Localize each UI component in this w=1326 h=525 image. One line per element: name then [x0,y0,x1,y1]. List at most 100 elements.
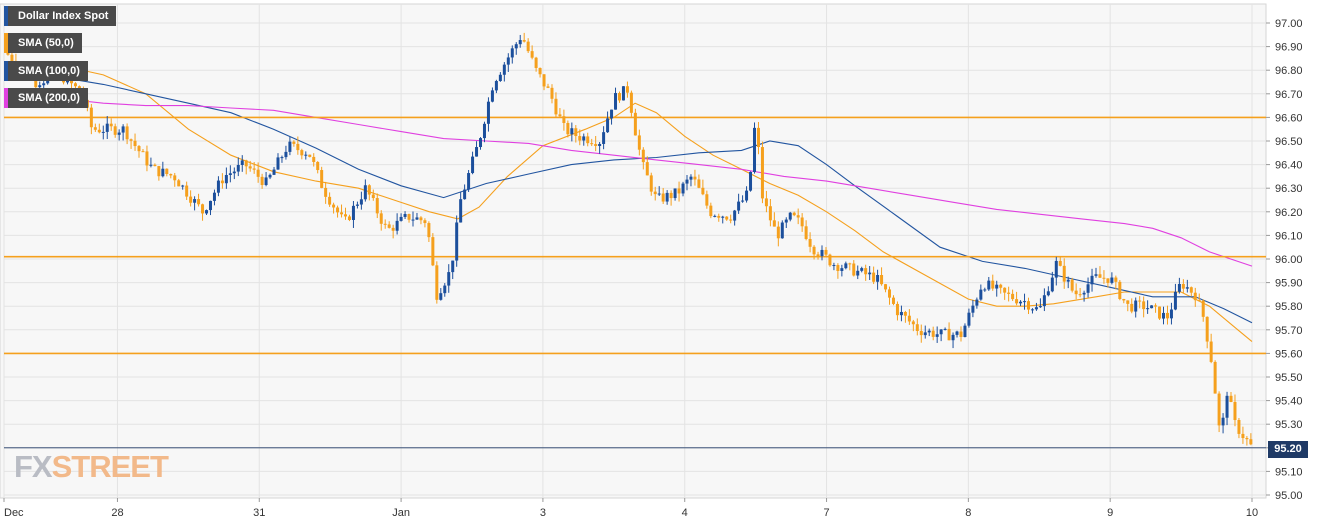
candle-body [276,157,280,170]
candle-body [347,216,351,220]
candle-body [1154,305,1158,307]
y-tick-label: 95.10 [1275,466,1303,478]
candle-body [947,328,951,341]
candle-body [987,280,991,290]
candle-body [1213,361,1217,394]
candle-body [578,136,582,141]
candle-body [435,265,439,300]
instrument-swatch [4,6,8,26]
plot-area [0,3,1267,499]
candle-body [610,109,614,119]
candle-body [542,74,546,87]
candle-body [689,176,693,180]
candle-body [173,175,177,181]
y-tick-label: 95.40 [1275,396,1303,408]
candle-body [606,118,610,133]
candle-body [955,331,959,335]
candle-body [1066,279,1070,282]
candle-body [653,191,657,195]
candle-body [1082,292,1086,295]
candle-body [1042,295,1046,307]
candle-body [268,174,272,178]
legend-instrument-label: Dollar Index Spot [18,10,109,22]
candle-body [336,207,340,213]
logo-street: STREET [51,449,169,484]
candle-body [201,204,205,214]
candle-body [1062,265,1066,282]
candle-body [431,237,435,266]
candle-body [510,48,514,58]
candle-body [1150,305,1154,309]
candle-body [1019,301,1023,304]
candle-body [1237,420,1241,434]
candle-body [133,140,137,147]
candle-body [121,126,125,133]
candle-body [256,169,260,177]
y-tick-label: 96.90 [1275,42,1303,54]
candle-body [340,212,344,215]
candle-body [546,86,550,88]
candle-body [756,127,760,148]
candle-body [1086,284,1090,293]
candle-body [1177,283,1181,292]
candle-body [1146,308,1150,310]
candle-body [665,192,669,202]
y-tick-label: 96.10 [1275,230,1303,242]
candle-body [570,128,574,135]
candle-body [193,199,197,203]
candle-body [772,220,776,227]
candle-body [1130,303,1134,312]
candle-body [1023,301,1027,303]
legend-sma50-label: SMA (50,0) [18,37,74,49]
candle-body [387,224,391,228]
candle-body [562,116,566,123]
candle-body [73,83,77,87]
candle-body [860,268,864,271]
fxstreet-logo: FXSTREET [14,449,169,485]
candle-body [840,268,844,271]
candle-body [558,114,562,117]
candle-body [737,201,741,211]
candle-body [6,51,10,55]
candle-body [1185,287,1189,289]
candle-body [705,194,709,206]
candle-body [911,321,915,325]
candle-body [590,143,594,145]
candle-body [367,185,371,195]
candle-body [1201,300,1205,317]
candle-body [216,180,220,193]
candle-body [471,156,475,174]
candle-body [895,303,899,316]
candle-body [649,175,653,192]
sma200-swatch [4,88,8,108]
candle-body [1078,294,1082,296]
candle-body [1193,292,1197,301]
candle-body [999,284,1003,288]
candle-body [224,174,228,184]
candle-body [1189,287,1193,293]
candle-body [856,270,860,276]
candle-body [995,284,999,289]
candle-body [526,41,530,52]
candle-body [1074,290,1078,295]
candle-body [844,263,848,269]
sma50-swatch [4,33,8,53]
candle-body [1165,312,1169,319]
candle-body [455,222,459,261]
candle-body [355,204,359,206]
candle-body [169,174,173,176]
x-tick-label: 9 [1107,507,1113,519]
candle-body [1169,309,1173,319]
candle-body [42,83,46,86]
candle-body [1241,433,1245,439]
candle-body [891,297,895,304]
candle-body [443,285,447,294]
candle-body [685,179,689,184]
legend-sma50: SMA (50,0) [4,33,82,53]
candle-body [1050,277,1054,292]
candle-body [185,185,189,197]
candle-body [1197,300,1201,302]
candle-body [1098,274,1102,278]
candle-body [34,77,38,88]
